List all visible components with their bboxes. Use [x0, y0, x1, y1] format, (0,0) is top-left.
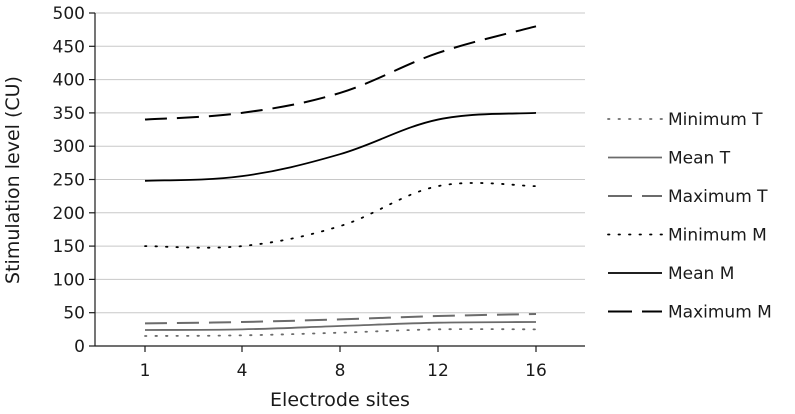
y-tick-label: 500 [53, 4, 85, 24]
legend-item: Maximum T [608, 187, 768, 207]
legend-label: Minimum T [668, 110, 763, 130]
y-tick-label: 400 [53, 71, 85, 91]
legend-label: Maximum T [668, 187, 768, 207]
y-tick-label: 300 [53, 137, 85, 157]
y-tick-label: 50 [63, 304, 85, 324]
x-axis-title: Electrode sites [270, 389, 410, 411]
series-line-maximum-m [144, 25, 537, 121]
legend-label: Minimum M [668, 226, 767, 246]
x-tick-label: 8 [335, 361, 346, 381]
y-tick-label: 200 [53, 204, 85, 224]
series [144, 25, 537, 337]
x-tick-label: 16 [525, 361, 547, 381]
legend: Minimum T Mean T Maximum T Minimum M Mean M M… [607, 110, 772, 323]
y-tick-label: 0 [74, 337, 85, 357]
legend-label: Maximum M [668, 303, 772, 323]
legend-item: Maximum M [608, 303, 772, 323]
series-line-maximum-t [144, 313, 537, 325]
legend-label: Mean T [668, 149, 731, 169]
series-line-minimum-m [144, 182, 537, 249]
legend-item: Minimum T [607, 110, 763, 130]
legend-item: Minimum M [607, 226, 767, 246]
legend-item: Mean M [608, 264, 734, 284]
y-tick-label: 350 [53, 104, 85, 124]
x-tick-label: 12 [427, 361, 449, 381]
series-line-minimum-t [144, 328, 537, 337]
series-line-mean-m [144, 112, 537, 182]
grid [95, 12, 585, 314]
y-axis-title: Stimulation level (CU) [2, 76, 24, 284]
legend-label: Mean M [668, 264, 734, 284]
y-tick-label: 450 [53, 37, 85, 57]
x-tick-label: 1 [140, 361, 151, 381]
x-tick-label: 4 [237, 361, 248, 381]
y-tick-label: 250 [53, 171, 85, 191]
legend-item: Mean T [608, 149, 731, 169]
y-tick-label: 150 [53, 237, 85, 257]
series-line-mean-t [144, 321, 537, 331]
axes: 0 50 100 150 200 250 300 350 400 450 500 1 4 8 12 16 [53, 4, 585, 381]
y-tick-label: 100 [53, 270, 85, 290]
